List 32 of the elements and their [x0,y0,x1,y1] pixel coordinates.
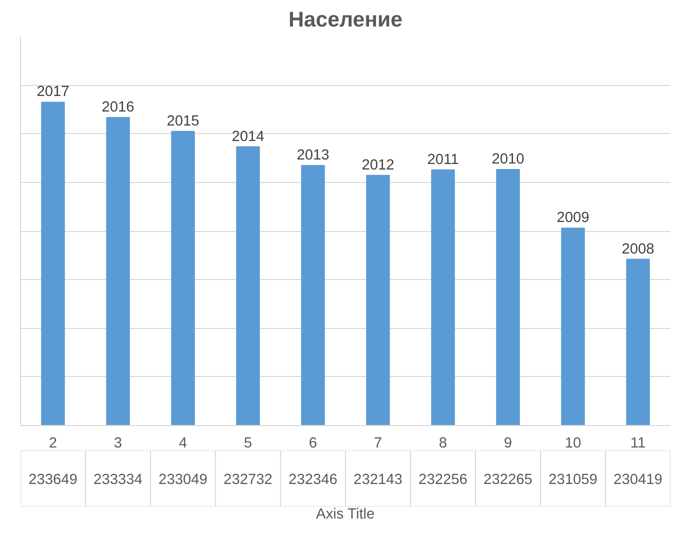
x-axis-title: Axis Title [316,506,375,522]
data-label: 233334 [94,472,142,488]
x-tick-label: 8 [438,436,448,452]
annotation: 2010 [492,151,524,168]
x-tick-label: 3 [114,436,122,452]
x-tick-label: 7 [374,436,382,452]
annotation: 2008 [622,241,654,258]
x-tick-label: 10 [564,436,582,452]
data-label: 232265 [484,472,532,488]
annotation: 2009 [556,210,590,226]
annotation: 2012 [362,157,394,174]
annotation: 2011 [427,152,459,168]
data-label: 233049 [158,472,208,488]
data-label: 232256 [418,472,468,488]
x-tick-label: 9 [504,436,512,452]
annotation: 2014 [232,128,264,145]
x-tick-label: 5 [244,436,252,452]
annotation: 2017 [36,84,70,100]
annotation: 2015 [166,113,200,130]
x-tick-label: 2 [48,436,58,452]
data-label: 230419 [614,472,662,488]
data-label: 231059 [548,472,598,488]
data-label: 233649 [28,472,78,488]
data-label: 232732 [224,472,272,488]
annotation: 2016 [102,100,134,116]
annotation: 2013 [296,148,330,164]
data-label: 232346 [288,472,338,488]
x-tick-label: 6 [308,436,318,452]
x-tick-label: 11 [630,436,646,452]
data-label: 232143 [354,472,402,488]
x-tick-label: 4 [178,436,188,452]
chart-title: Население [288,8,403,32]
